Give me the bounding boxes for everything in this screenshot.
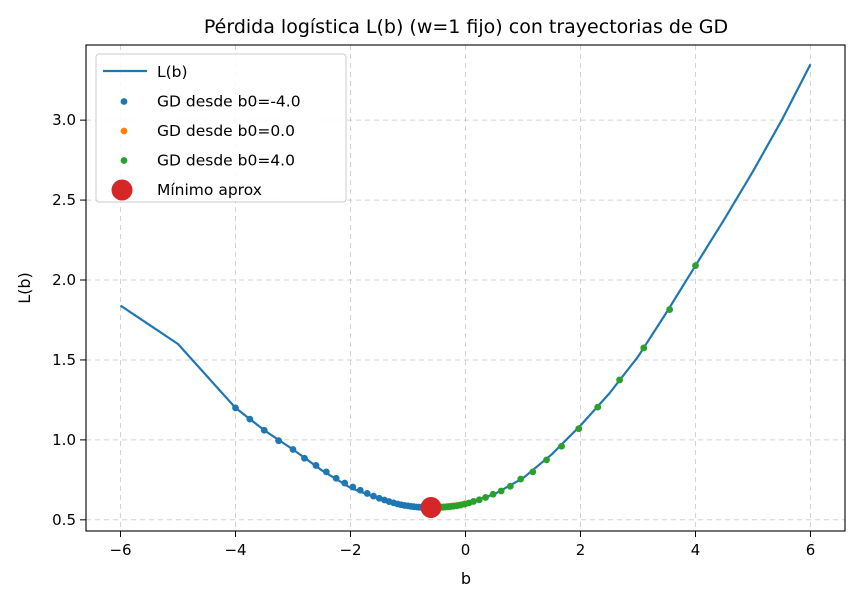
- gd-point-series-2: [517, 475, 525, 483]
- gd-point-series-0: [341, 479, 349, 487]
- gd-point-series-0: [232, 404, 239, 412]
- gd-point-series-2: [640, 344, 648, 352]
- gd-point-series-2: [692, 262, 699, 270]
- x-tick-label: 2: [576, 541, 586, 559]
- gd-point-series-2: [489, 490, 497, 498]
- x-tick-label: −4: [224, 541, 246, 559]
- points-layer: [232, 262, 699, 518]
- gd-point-series-2: [529, 468, 537, 476]
- x-tick-label: 6: [806, 541, 816, 559]
- gd-point-series-2: [616, 376, 623, 384]
- legend-dot-marker: [120, 157, 128, 164]
- gd-point-series-2: [475, 496, 483, 504]
- gd-point-series-2: [482, 494, 490, 501]
- gd-point-series-0: [301, 454, 308, 462]
- gd-point-series-0: [375, 494, 383, 502]
- gd-point-series-2: [506, 482, 514, 490]
- legend-label: L(b): [157, 63, 188, 81]
- legend-box: [95, 53, 347, 203]
- gd-point-series-2: [666, 306, 674, 313]
- gd-point-series-0: [289, 446, 297, 453]
- legend-minimum-marker: [111, 179, 133, 201]
- gd-point-series-0: [275, 437, 283, 445]
- legend-label: Mínimo aprox: [157, 181, 262, 199]
- gd-point-series-0: [370, 492, 377, 500]
- legend-dot-marker: [120, 98, 128, 105]
- gd-point-series-2: [543, 456, 550, 464]
- y-tick-label: 1.5: [52, 351, 76, 369]
- x-axis-label: b: [461, 569, 471, 588]
- gd-point-series-2: [497, 487, 505, 495]
- y-tick-label: 2.5: [52, 191, 76, 209]
- chart-title: Pérdida logística L(b) (w=1 fijo) con tr…: [204, 16, 728, 38]
- gd-point-series-0: [322, 468, 330, 476]
- x-tick-label: 0: [461, 541, 471, 559]
- ticks: −6 −4 −2 0 2 4 6 0.5 1.0 1.5 2.0 2.5 3.0: [52, 111, 815, 559]
- gd-point-series-2: [558, 442, 565, 450]
- legend-dot-marker: [120, 127, 128, 135]
- gd-point-series-2: [594, 403, 602, 411]
- y-tick-label: 2.0: [52, 271, 76, 289]
- x-tick-label: −6: [109, 541, 131, 559]
- legend-label: GD desde b0=-4.0: [157, 93, 301, 111]
- x-tick-label: 4: [691, 541, 701, 559]
- gd-point-series-2: [575, 425, 583, 433]
- y-tick-label: 1.0: [52, 431, 76, 449]
- gd-point-series-0: [363, 490, 371, 497]
- x-tick-label: −2: [339, 541, 361, 559]
- grid: [86, 45, 845, 531]
- y-tick-label: 3.0: [52, 111, 76, 129]
- y-axis-label: L(b): [15, 272, 34, 304]
- gd-point-series-0: [312, 462, 320, 469]
- gd-point-series-0: [349, 483, 357, 491]
- gd-point-series-0: [356, 486, 364, 494]
- minimum-marker: [420, 496, 442, 518]
- y-tick-label: 0.5: [52, 511, 76, 529]
- legend: L(b) GD desde b0=-4.0 GD desde b0=0.0 GD de…: [95, 53, 347, 203]
- gd-point-series-0: [260, 426, 268, 434]
- legend-label: GD desde b0=4.0: [157, 152, 295, 170]
- legend-label: GD desde b0=0.0: [157, 122, 295, 140]
- gd-point-series-0: [246, 415, 254, 423]
- gd-point-series-0: [332, 474, 340, 482]
